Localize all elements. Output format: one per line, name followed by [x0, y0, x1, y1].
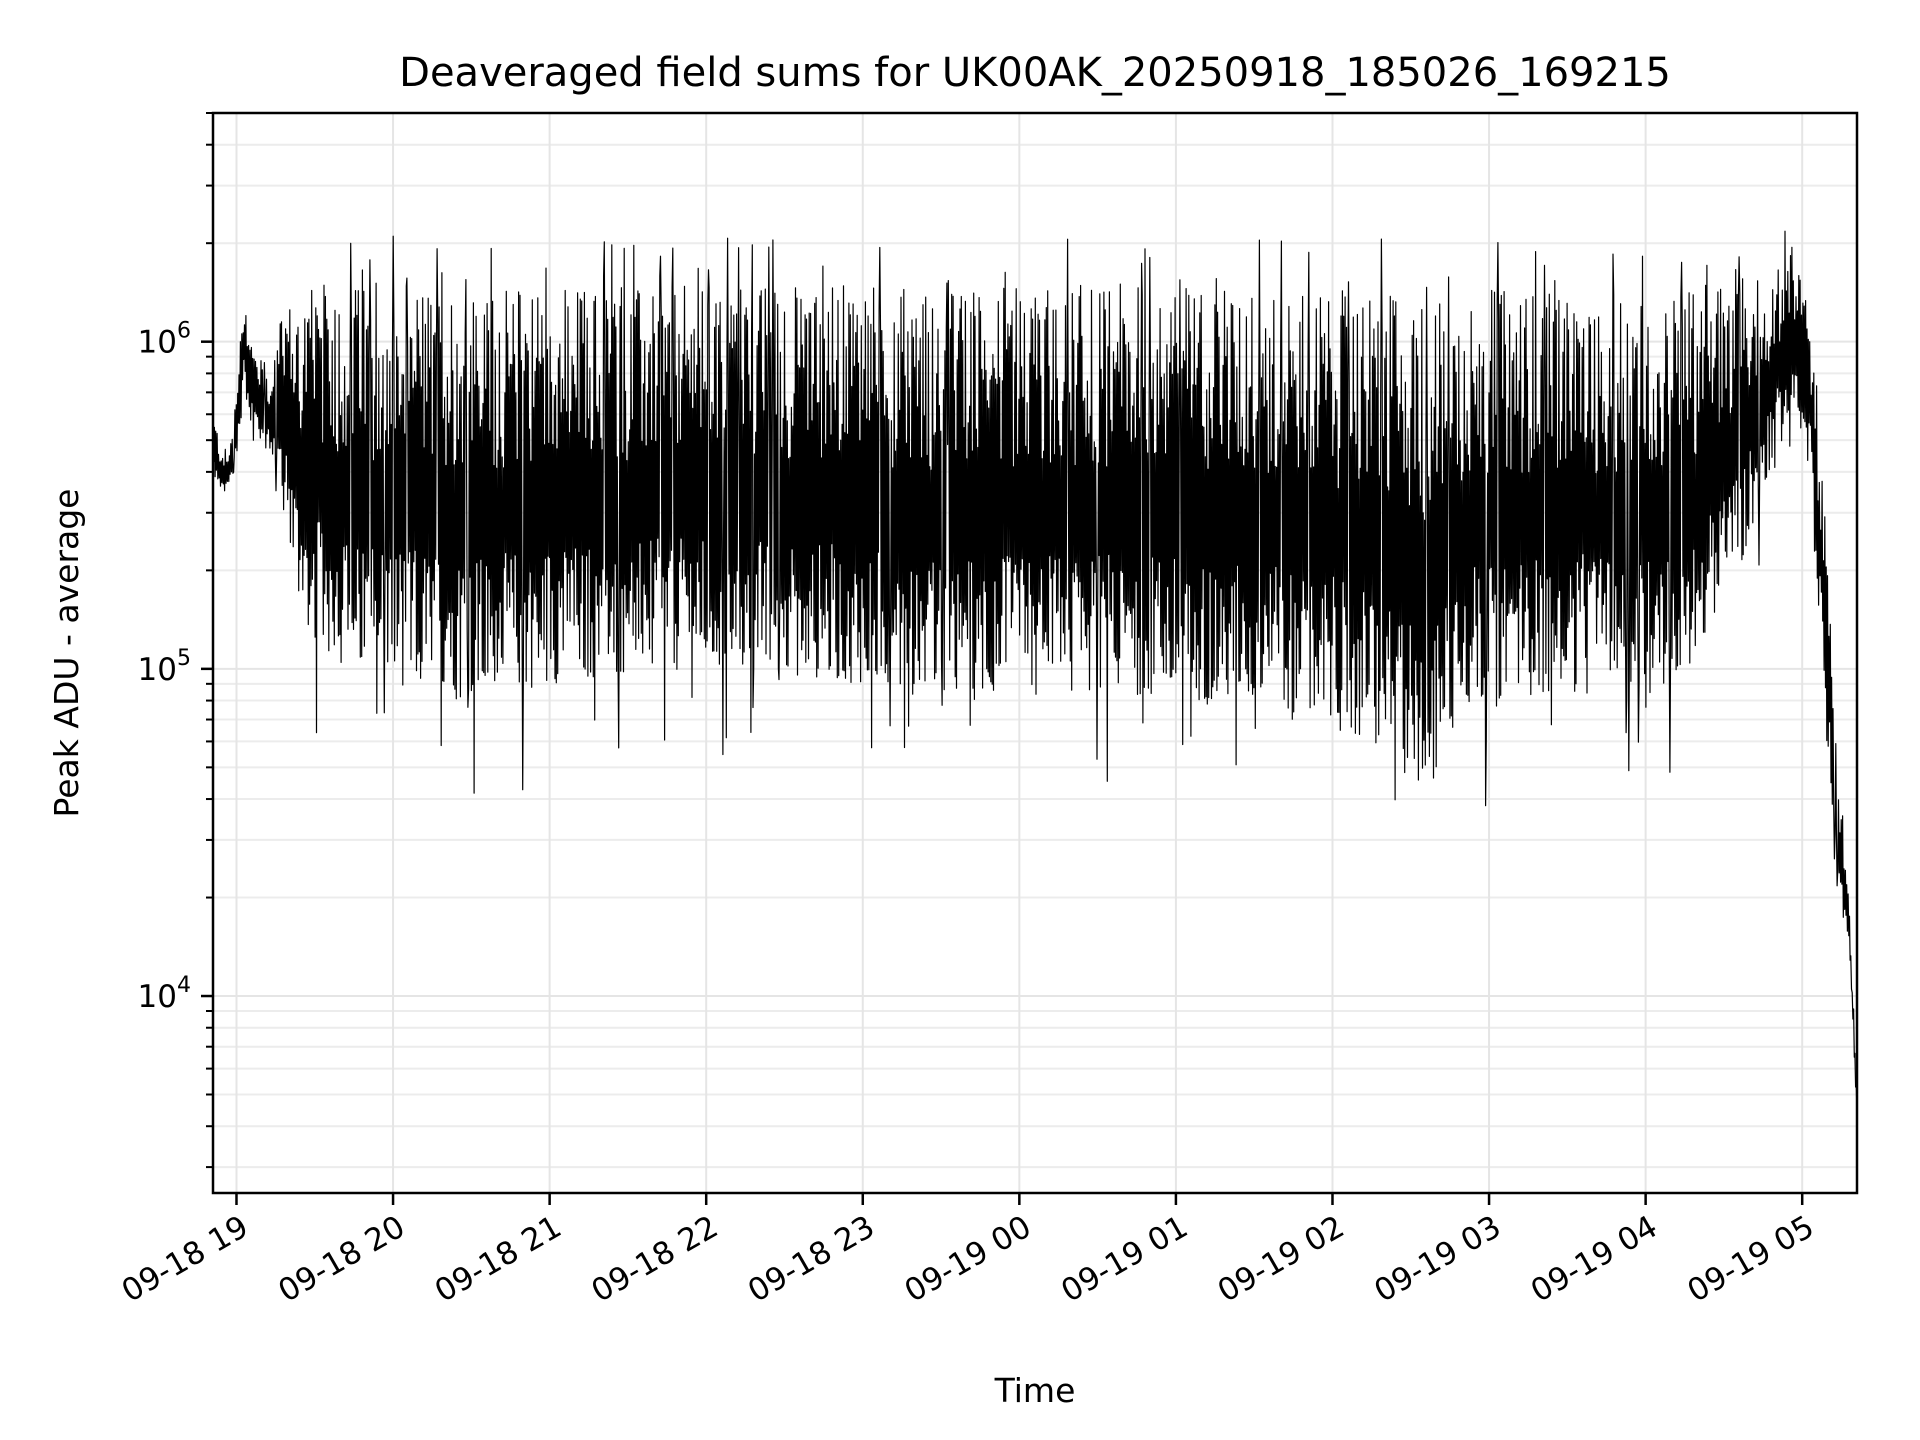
x-axis-title: Time [994, 1371, 1076, 1410]
x-tick-label: 09-18 23 [742, 1209, 881, 1310]
x-tick-label: 09-19 03 [1368, 1209, 1507, 1310]
y-tick-label: 105 [138, 646, 191, 688]
x-tick-label: 09-18 22 [585, 1209, 724, 1310]
y-axis: 104 105 106 [138, 112, 213, 1169]
y-axis-title: Peak ADU - average [47, 489, 86, 818]
x-tick-label: 09-19 02 [1212, 1209, 1351, 1310]
x-tick-label: 09-19 00 [899, 1209, 1038, 1310]
x-tick-label: 09-19 01 [1055, 1209, 1194, 1310]
series-line [212, 230, 1858, 1117]
y-tick-label: 106 [138, 319, 191, 361]
x-axis: 09-18 19 09-18 20 09-18 21 09-18 22 09-18 23… [116, 1193, 1820, 1310]
x-tick-label: 09-19 05 [1681, 1209, 1820, 1310]
chart-title: Deaveraged field sums for UK00AK_2025091… [399, 50, 1671, 96]
x-tick-label: 09-18 20 [272, 1209, 411, 1310]
x-tick-label: 09-18 19 [116, 1209, 255, 1310]
data-series [212, 230, 1858, 1117]
x-tick-label: 09-18 21 [429, 1209, 568, 1310]
plot-frame [211, 111, 1859, 1195]
x-tick-label: 09-19 04 [1525, 1209, 1664, 1310]
y-tick-label: 104 [138, 973, 191, 1015]
